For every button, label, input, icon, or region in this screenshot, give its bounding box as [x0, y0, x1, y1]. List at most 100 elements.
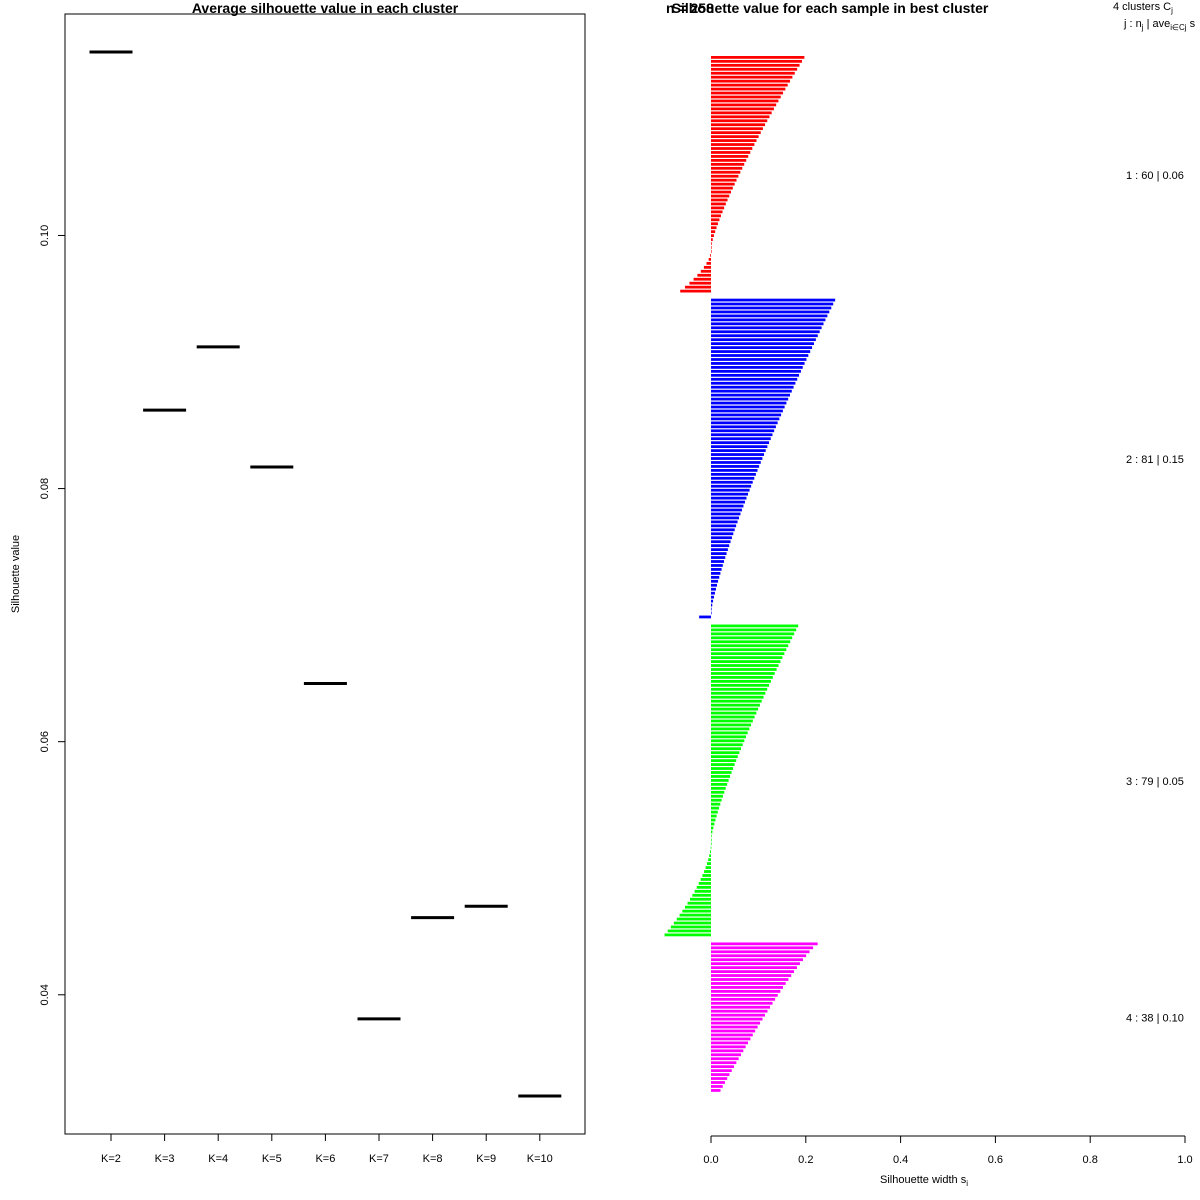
- silhouette-bar: [711, 719, 753, 723]
- silhouette-bar: [711, 1005, 770, 1009]
- silhouette-bar: [711, 226, 717, 230]
- silhouette-bar: [711, 1041, 749, 1045]
- silhouette-bar: [711, 648, 787, 652]
- silhouette-bar: [711, 385, 794, 389]
- silhouette-bar: [711, 595, 714, 599]
- silhouette-bar: [711, 83, 788, 87]
- silhouette-bar: [711, 158, 747, 162]
- silhouette-bar: [711, 246, 712, 249]
- silhouette-bar: [711, 1033, 753, 1037]
- left-plot-frame: [64, 13, 586, 1135]
- silhouette-bar: [711, 1025, 758, 1029]
- silhouette-bar: [711, 1065, 735, 1069]
- right-x-axis: 0.0 0.2 0.4 0.6 0.8 1.0: [703, 1135, 1193, 1166]
- left-chart-title: Average silhouette value in each cluster: [192, 0, 459, 16]
- silhouette-bar: [711, 1077, 728, 1080]
- silhouette-bar: [705, 866, 711, 869]
- right-x-tick-label: 0.2: [798, 1154, 813, 1166]
- silhouette-bar: [711, 56, 805, 59]
- silhouette-bar: [711, 409, 783, 413]
- silhouette-bar: [711, 607, 712, 611]
- silhouette-bar: [711, 771, 732, 774]
- silhouette-bar: [711, 469, 758, 472]
- silhouette-bar: [711, 306, 832, 310]
- silhouette-bar: [711, 810, 718, 814]
- silhouette-bar: [687, 901, 711, 905]
- silhouette-bar: [711, 516, 740, 520]
- silhouette-bar: [711, 453, 765, 456]
- cluster-2-bars: [699, 298, 836, 619]
- silhouette-bar: [711, 536, 732, 540]
- silhouette-bar: [711, 552, 727, 555]
- silhouette-bar: [711, 798, 722, 802]
- silhouette-bar: [711, 302, 834, 306]
- silhouette-bar: [711, 747, 742, 751]
- silhouette-bar: [711, 250, 712, 253]
- silhouette-bar: [711, 457, 763, 460]
- right-x-axis-label: Silhouette width si: [880, 1174, 968, 1188]
- right-x-tick-label: 0.4: [893, 1154, 908, 1166]
- silhouette-bar: [711, 87, 786, 91]
- silhouette-bar: [664, 933, 711, 937]
- silhouette-bar: [711, 786, 726, 790]
- silhouette-bar: [711, 115, 770, 119]
- silhouette-bar: [711, 532, 734, 536]
- silhouette-bar: [710, 850, 711, 854]
- silhouette-bar: [711, 242, 712, 245]
- silhouette-bar: [711, 425, 776, 429]
- left-x-tick-label: K=7: [369, 1153, 389, 1165]
- silhouette-bar: [711, 63, 800, 67]
- silhouette-bar: [711, 691, 766, 695]
- silhouette-bar: [711, 143, 755, 146]
- silhouette-bar: [711, 782, 728, 786]
- cluster-4-bars: [711, 942, 818, 1092]
- silhouette-bar: [696, 885, 711, 889]
- silhouette-bar: [711, 751, 740, 755]
- left-y-tick-label: 0.08: [39, 478, 51, 499]
- silhouette-bar: [711, 723, 752, 727]
- silhouette-bar: [711, 838, 712, 842]
- cluster-label: 3 : 79 | 0.05: [1126, 776, 1184, 788]
- silhouette-bar: [711, 974, 792, 977]
- silhouette-bar: [699, 615, 711, 619]
- silhouette-bar: [711, 318, 826, 322]
- silhouette-bar: [684, 285, 711, 289]
- silhouette-bar: [711, 540, 731, 544]
- silhouette-bar: [711, 210, 723, 214]
- silhouette-bar: [711, 326, 822, 330]
- silhouette-bar: [711, 735, 746, 739]
- silhouette-bar: [711, 1057, 739, 1061]
- silhouette-bar: [711, 660, 781, 663]
- silhouette-bar: [711, 95, 781, 99]
- silhouette-bar: [711, 1061, 737, 1065]
- silhouette-bar: [711, 441, 770, 445]
- silhouette-bar: [711, 672, 775, 675]
- silhouette-bar: [711, 127, 763, 131]
- silhouette-bar: [711, 151, 751, 154]
- silhouette-bar: [711, 346, 813, 349]
- silhouette-bar: [711, 170, 741, 174]
- left-y-axis: 0.04 0.06 0.08 0.10: [39, 225, 66, 1006]
- silhouette-bar: [711, 695, 764, 699]
- silhouette-bar: [670, 925, 711, 929]
- silhouette-bar: [708, 858, 711, 862]
- silhouette-bar: [711, 826, 714, 830]
- silhouette-bar: [711, 342, 814, 346]
- silhouette-bar: [711, 389, 792, 393]
- silhouette-bar: [711, 644, 789, 648]
- silhouette-bar: [711, 103, 777, 107]
- silhouette-bar: [711, 449, 766, 452]
- legend-header-sub: j: [1170, 6, 1173, 15]
- silhouette-bar: [711, 508, 742, 512]
- right-x-axis-label-main: Silhouette width s: [880, 1174, 967, 1186]
- legend-subheader-sub2: i∈Cj: [1170, 23, 1187, 32]
- silhouette-bar: [692, 893, 711, 897]
- silhouette-bar: [711, 131, 761, 135]
- silhouette-bar: [711, 1013, 765, 1017]
- silhouette-bar: [711, 707, 759, 711]
- right-x-tick-label: 0.8: [1083, 1154, 1098, 1166]
- silhouette-bar: [711, 611, 712, 615]
- silhouette-bar: [711, 763, 735, 766]
- silhouette-bar: [711, 362, 805, 365]
- silhouette-bar: [711, 234, 714, 238]
